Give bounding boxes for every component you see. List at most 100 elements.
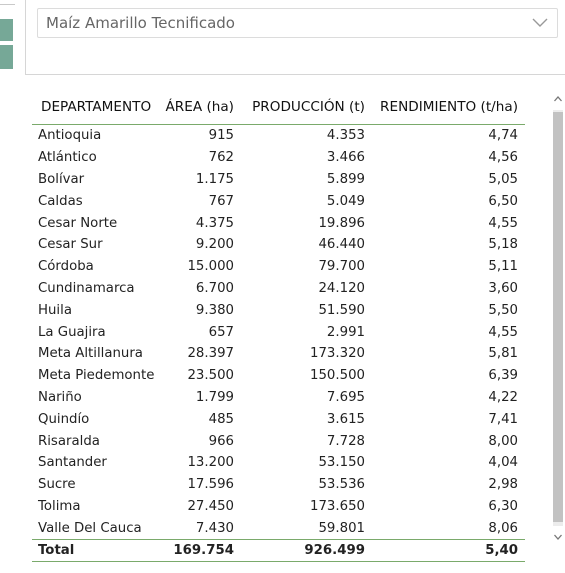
cell-rendimiento: 5,11 [488, 259, 518, 275]
left-panel-tab[interactable] [0, 19, 13, 41]
cell-produccion: 59.801 [318, 520, 365, 536]
column-header-produccion[interactable]: PRODUCCIÓN (t) [241, 90, 372, 125]
cell-departamento: Sucre [38, 477, 76, 493]
table-row[interactable]: Bolívar 1.175 5.899 5,05 [32, 169, 525, 191]
total-area: 169.754 [165, 539, 241, 563]
scroll-down-button[interactable] [551, 530, 565, 544]
table-row[interactable]: Huila 9.380 51.590 5,50 [32, 299, 525, 321]
table-row[interactable]: Meta Piedemonte 23.500 150.500 6,39 [32, 365, 525, 387]
cell-produccion: 173.320 [310, 346, 365, 362]
table-row[interactable]: Risaralda 966 7.728 8,00 [32, 430, 525, 452]
table-scrollbar[interactable] [551, 92, 565, 544]
cell-departamento: La Guajira [38, 324, 106, 340]
cell-produccion: 5.899 [326, 171, 365, 187]
cell-produccion: 5.049 [326, 193, 365, 209]
cell-produccion: 53.150 [318, 455, 365, 471]
table-row[interactable]: Córdoba 15.000 79.700 5,11 [32, 256, 525, 278]
crop-type-dropdown[interactable]: Maíz Amarillo Tecnificado [37, 8, 558, 38]
cell-rendimiento: 3,60 [488, 280, 518, 296]
cell-rendimiento: 8,06 [488, 520, 518, 536]
cell-produccion: 7.695 [326, 389, 365, 405]
production-table: DEPARTAMENTO ÁREA (ha) PRODUCCIÓN (t) RE… [32, 90, 525, 563]
table-row[interactable]: Valle Del Cauca 7.430 59.801 8,06 [32, 517, 525, 539]
table-row[interactable]: Santander 13.200 53.150 4,04 [32, 452, 525, 474]
cell-area: 1.175 [195, 171, 234, 187]
cell-produccion: 53.536 [318, 477, 365, 493]
production-table-container: DEPARTAMENTO ÁREA (ha) PRODUCCIÓN (t) RE… [32, 90, 528, 565]
cell-area: 915 [208, 128, 234, 144]
cell-area: 6.700 [195, 280, 234, 296]
cell-rendimiento: 5,50 [488, 302, 518, 318]
cell-produccion: 3.615 [326, 411, 365, 427]
cell-area: 485 [208, 411, 234, 427]
column-header-departamento[interactable]: DEPARTAMENTO [32, 90, 165, 125]
chevron-down-icon [532, 18, 548, 27]
cell-departamento: Córdoba [38, 259, 94, 275]
table-row[interactable]: Cesar Sur 9.200 46.440 5,18 [32, 234, 525, 256]
cell-produccion: 51.590 [318, 302, 365, 318]
column-header-rendimiento[interactable]: RENDIMIENTO (t/ha) [372, 90, 525, 125]
cell-produccion: 24.120 [318, 280, 365, 296]
cell-departamento: Tolima [38, 498, 81, 514]
left-panel-tab[interactable] [0, 45, 13, 69]
table-row[interactable]: Cundinamarca 6.700 24.120 3,60 [32, 278, 525, 300]
cell-departamento: Meta Altillanura [38, 346, 143, 362]
cell-area: 657 [208, 324, 234, 340]
cell-departamento: Bolívar [38, 171, 85, 187]
cell-area: 15.000 [187, 259, 234, 275]
cell-produccion: 150.500 [310, 368, 365, 384]
cell-produccion: 79.700 [318, 259, 365, 275]
table-row[interactable]: Tolima 27.450 173.650 6,30 [32, 496, 525, 518]
cell-area: 9.380 [195, 302, 234, 318]
cell-rendimiento: 6,50 [488, 193, 518, 209]
table-row[interactable]: La Guajira 657 2.991 4,55 [32, 321, 525, 343]
cell-departamento: Cesar Norte [38, 215, 118, 231]
cell-produccion: 2.991 [326, 324, 365, 340]
cell-departamento: Cesar Sur [38, 237, 103, 253]
cell-departamento: Meta Piedemonte [38, 368, 155, 384]
table-total-row: Total 169.754 926.499 5,40 [32, 539, 525, 563]
cell-departamento: Nariño [38, 389, 82, 405]
cell-rendimiento: 4,74 [488, 128, 518, 144]
cell-area: 23.500 [187, 368, 234, 384]
table-row[interactable]: Quindío 485 3.615 7,41 [32, 408, 525, 430]
table-row[interactable]: Caldas 767 5.049 6,50 [32, 190, 525, 212]
cell-rendimiento: 5,05 [488, 171, 518, 187]
cell-area: 17.596 [187, 477, 234, 493]
cell-rendimiento: 6,30 [488, 498, 518, 514]
cell-area: 7.430 [195, 520, 234, 536]
table-row[interactable]: Cesar Norte 4.375 19.896 4,55 [32, 212, 525, 234]
scroll-up-button[interactable] [551, 92, 565, 106]
table-row[interactable]: Meta Altillanura 28.397 173.320 5,81 [32, 343, 525, 365]
cell-area: 28.397 [187, 346, 234, 362]
table-row[interactable]: Nariño 1.799 7.695 4,22 [32, 387, 525, 409]
scroll-thumb[interactable] [553, 112, 563, 522]
cell-departamento: Risaralda [38, 433, 100, 449]
cell-produccion: 19.896 [318, 215, 365, 231]
left-panel-edge [0, 0, 15, 5]
chevron-down-icon [554, 534, 562, 540]
cell-departamento: Antioquia [38, 128, 102, 144]
table-row[interactable]: Atlántico 762 3.466 4,56 [32, 147, 525, 169]
cell-rendimiento: 4,55 [488, 215, 518, 231]
cell-area: 767 [208, 193, 234, 209]
total-rendimiento: 5,40 [372, 539, 525, 563]
cell-area: 13.200 [187, 455, 234, 471]
cell-rendimiento: 4,56 [488, 150, 518, 166]
column-header-area[interactable]: ÁREA (ha) [165, 90, 241, 125]
table-row[interactable]: Antioquia 915 4.353 4,74 [32, 125, 525, 147]
table-row[interactable]: Sucre 17.596 53.536 2,98 [32, 474, 525, 496]
cell-area: 762 [208, 150, 234, 166]
cell-rendimiento: 7,41 [488, 411, 518, 427]
cell-departamento: Cundinamarca [38, 280, 135, 296]
table-header-row: DEPARTAMENTO ÁREA (ha) PRODUCCIÓN (t) RE… [32, 90, 525, 125]
dropdown-selected-value: Maíz Amarillo Tecnificado [46, 14, 235, 32]
cell-produccion: 4.353 [326, 128, 365, 144]
filter-card: Maíz Amarillo Tecnificado [25, 0, 565, 75]
cell-departamento: Santander [38, 455, 107, 471]
cell-rendimiento: 4,22 [488, 389, 518, 405]
cell-departamento: Huila [38, 302, 72, 318]
cell-departamento: Valle Del Cauca [38, 520, 142, 536]
cell-rendimiento: 2,98 [488, 477, 518, 493]
cell-rendimiento: 4,55 [488, 324, 518, 340]
